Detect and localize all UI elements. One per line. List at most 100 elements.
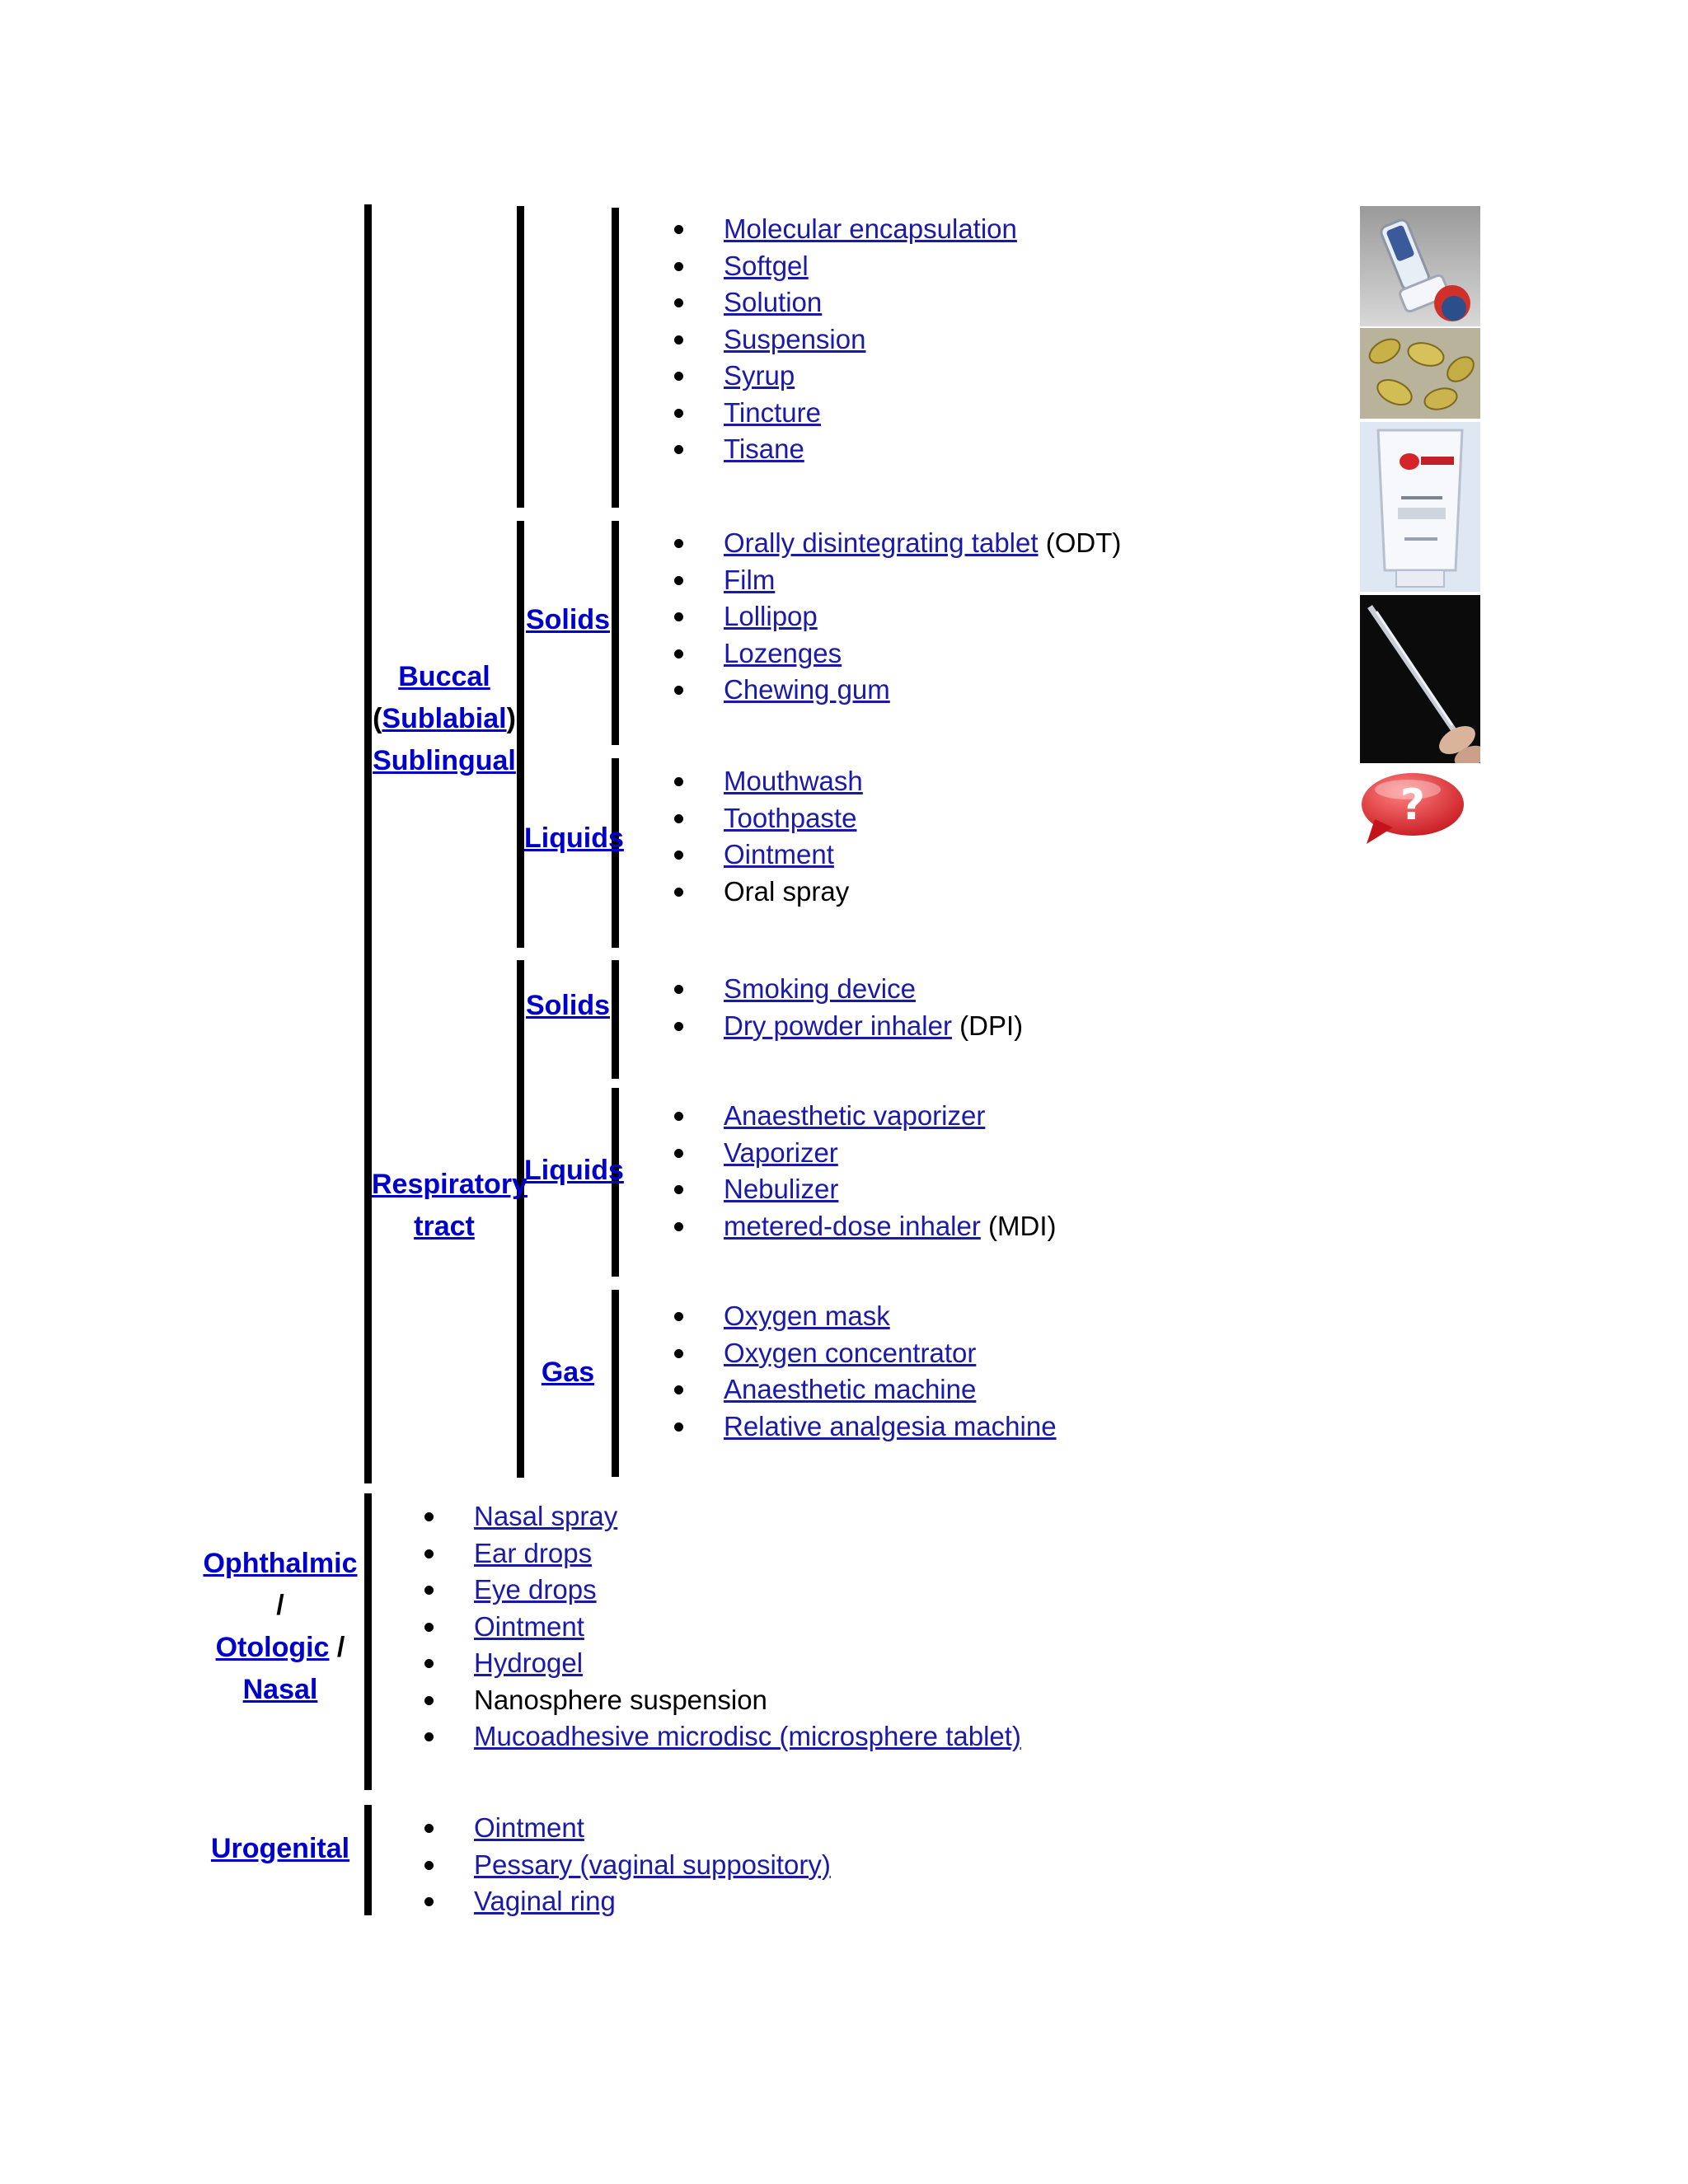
list-item: Nanosphere suspension (424, 1682, 1021, 1719)
item-link[interactable]: Tincture (724, 396, 821, 428)
item-text: Oral spray (724, 875, 850, 907)
list-item: Nebulizer (674, 1171, 1056, 1208)
buccal-paren-open: ( (373, 703, 382, 734)
sublingual-link[interactable]: Sublingual (373, 745, 516, 776)
category-urogenital: Urogenital (198, 1828, 363, 1870)
urogenital-link[interactable]: Urogenital (210, 1833, 350, 1864)
list-buccal-solids: Orally disintegrating tablet (ODT) Film … (674, 525, 1121, 709)
item-link[interactable]: Vaginal ring (474, 1886, 616, 1916)
divider-bar (364, 204, 372, 1483)
softgel-capsules-photo-icon[interactable] (1360, 328, 1480, 419)
list-resp-gas: Oxygen mask Oxygen concentrator Anaesthe… (674, 1298, 1057, 1445)
item-link[interactable]: Suspension (724, 323, 866, 354)
item-link[interactable]: Eye drops (474, 1574, 597, 1605)
list-item: Lollipop (674, 598, 1121, 635)
divider-bar (364, 1805, 372, 1915)
item-link[interactable]: Ear drops (474, 1537, 593, 1568)
item-link[interactable]: Ointment (474, 1610, 584, 1642)
item-link[interactable]: Anaesthetic vaporizer (724, 1100, 986, 1131)
divider-bar (612, 208, 619, 508)
syringe-photo-icon[interactable] (1360, 595, 1480, 763)
item-link[interactable]: Syrup (724, 360, 795, 391)
list-item: Softgel (674, 248, 1017, 285)
list-item: Ear drops (424, 1535, 1021, 1572)
divider-bar (612, 1290, 619, 1477)
item-link[interactable]: Hydrogel (474, 1647, 584, 1678)
buccal-paren-close: ) (506, 703, 516, 734)
gas-link[interactable]: Gas (541, 1357, 595, 1388)
divider-bar (517, 206, 524, 508)
divider-bar (517, 521, 524, 948)
list-item: Molecular encapsulation (674, 211, 1017, 248)
category-respiratory: Respiratory tract (372, 1164, 528, 1248)
question-mark-bubble-icon[interactable]: ? (1360, 768, 1480, 847)
list-item: Vaginal ring (424, 1883, 831, 1920)
divider-bar (612, 758, 619, 948)
item-link[interactable]: Dry powder inhaler (724, 1010, 952, 1041)
list-item: Mouthwash (674, 763, 863, 800)
tract-link[interactable]: tract (414, 1211, 475, 1242)
item-link[interactable]: Mouthwash (724, 766, 863, 796)
item-link[interactable]: Orally disintegrating tablet (724, 527, 1039, 558)
list-item: Hydrogel (424, 1645, 1021, 1682)
liquids-link[interactable]: Liquids (524, 1155, 624, 1186)
list-item: Ointment (424, 1810, 831, 1847)
item-link[interactable]: Smoking device (724, 973, 916, 1004)
item-link[interactable]: Pessary (vaginal suppository) (474, 1849, 831, 1880)
item-link[interactable]: Oxygen mask (724, 1301, 890, 1331)
list-urogenital: Ointment Pessary (vaginal suppository) V… (424, 1810, 831, 1920)
list-buccal-liquids: Mouthwash Toothpaste Ointment Oral spray (674, 763, 863, 910)
solids-link[interactable]: Solids (525, 990, 611, 1021)
item-link[interactable]: Nebulizer (724, 1174, 839, 1204)
divider-bar (612, 960, 619, 1079)
inhaler-photo-icon[interactable] (1360, 206, 1480, 326)
item-link[interactable]: Nasal spray (474, 1501, 618, 1531)
sublabial-link[interactable]: Sublabial (382, 703, 507, 734)
separator: / (276, 1590, 284, 1621)
liquids-link[interactable]: Liquids (524, 823, 624, 854)
list-item: Tincture (674, 395, 1017, 432)
sub-gas: Gas (524, 1352, 612, 1394)
respiratory-link[interactable]: Respiratory (372, 1169, 528, 1200)
list-item: Ointment (424, 1609, 1021, 1646)
list-item: Tisane (674, 431, 1017, 468)
sub-solids-buccal: Solids (524, 599, 612, 641)
list-item: Vaporizer (674, 1135, 1056, 1172)
item-link[interactable]: Ointment (474, 1812, 584, 1843)
list-item: Oral spray (674, 874, 863, 911)
item-link[interactable]: metered-dose inhaler (724, 1210, 981, 1241)
item-suffix: (DPI) (951, 1010, 1024, 1041)
item-link[interactable]: Solution (724, 287, 823, 317)
item-link[interactable]: Toothpaste (724, 802, 857, 833)
item-link[interactable]: Tisane (724, 434, 804, 464)
divider-bar (364, 1493, 372, 1790)
item-link[interactable]: Anaesthetic machine (724, 1374, 977, 1404)
separator: / (329, 1632, 345, 1663)
solids-link[interactable]: Solids (525, 604, 611, 635)
ointment-tube-photo-icon[interactable] (1360, 422, 1480, 592)
list-item: Lozenges (674, 635, 1121, 673)
list-item: Solution (674, 284, 1017, 321)
otologic-link[interactable]: Otologic (215, 1632, 330, 1663)
ophthalmic-link[interactable]: Ophthalmic (203, 1548, 358, 1579)
sub-solids-resp: Solids (524, 985, 612, 1027)
item-link[interactable]: Vaporizer (724, 1137, 838, 1168)
nasal-link[interactable]: Nasal (242, 1674, 318, 1705)
item-link[interactable]: Mucoadhesive microdisc (microsphere tabl… (474, 1721, 1021, 1751)
category-ophthalmic: Ophthalmic / Otologic / Nasal (198, 1543, 363, 1711)
list-item: Dry powder inhaler (DPI) (674, 1008, 1023, 1045)
item-link[interactable]: Softgel (724, 250, 809, 281)
list-item: Nasal spray (424, 1498, 1021, 1535)
item-link[interactable]: Oxygen concentrator (724, 1337, 977, 1368)
item-link[interactable]: Ointment (724, 839, 834, 869)
item-link[interactable]: Lozenges (724, 637, 842, 668)
item-suffix: (ODT) (1038, 527, 1122, 558)
list-item: Film (674, 562, 1121, 599)
item-link[interactable]: Molecular encapsulation (724, 213, 1017, 244)
item-link[interactable]: Relative analgesia machine (724, 1410, 1057, 1441)
buccal-link[interactable]: Buccal (398, 661, 490, 692)
item-suffix: (MDI) (980, 1210, 1057, 1241)
item-link[interactable]: Film (724, 564, 776, 595)
item-link[interactable]: Lollipop (724, 601, 818, 631)
item-link[interactable]: Chewing gum (724, 674, 890, 705)
